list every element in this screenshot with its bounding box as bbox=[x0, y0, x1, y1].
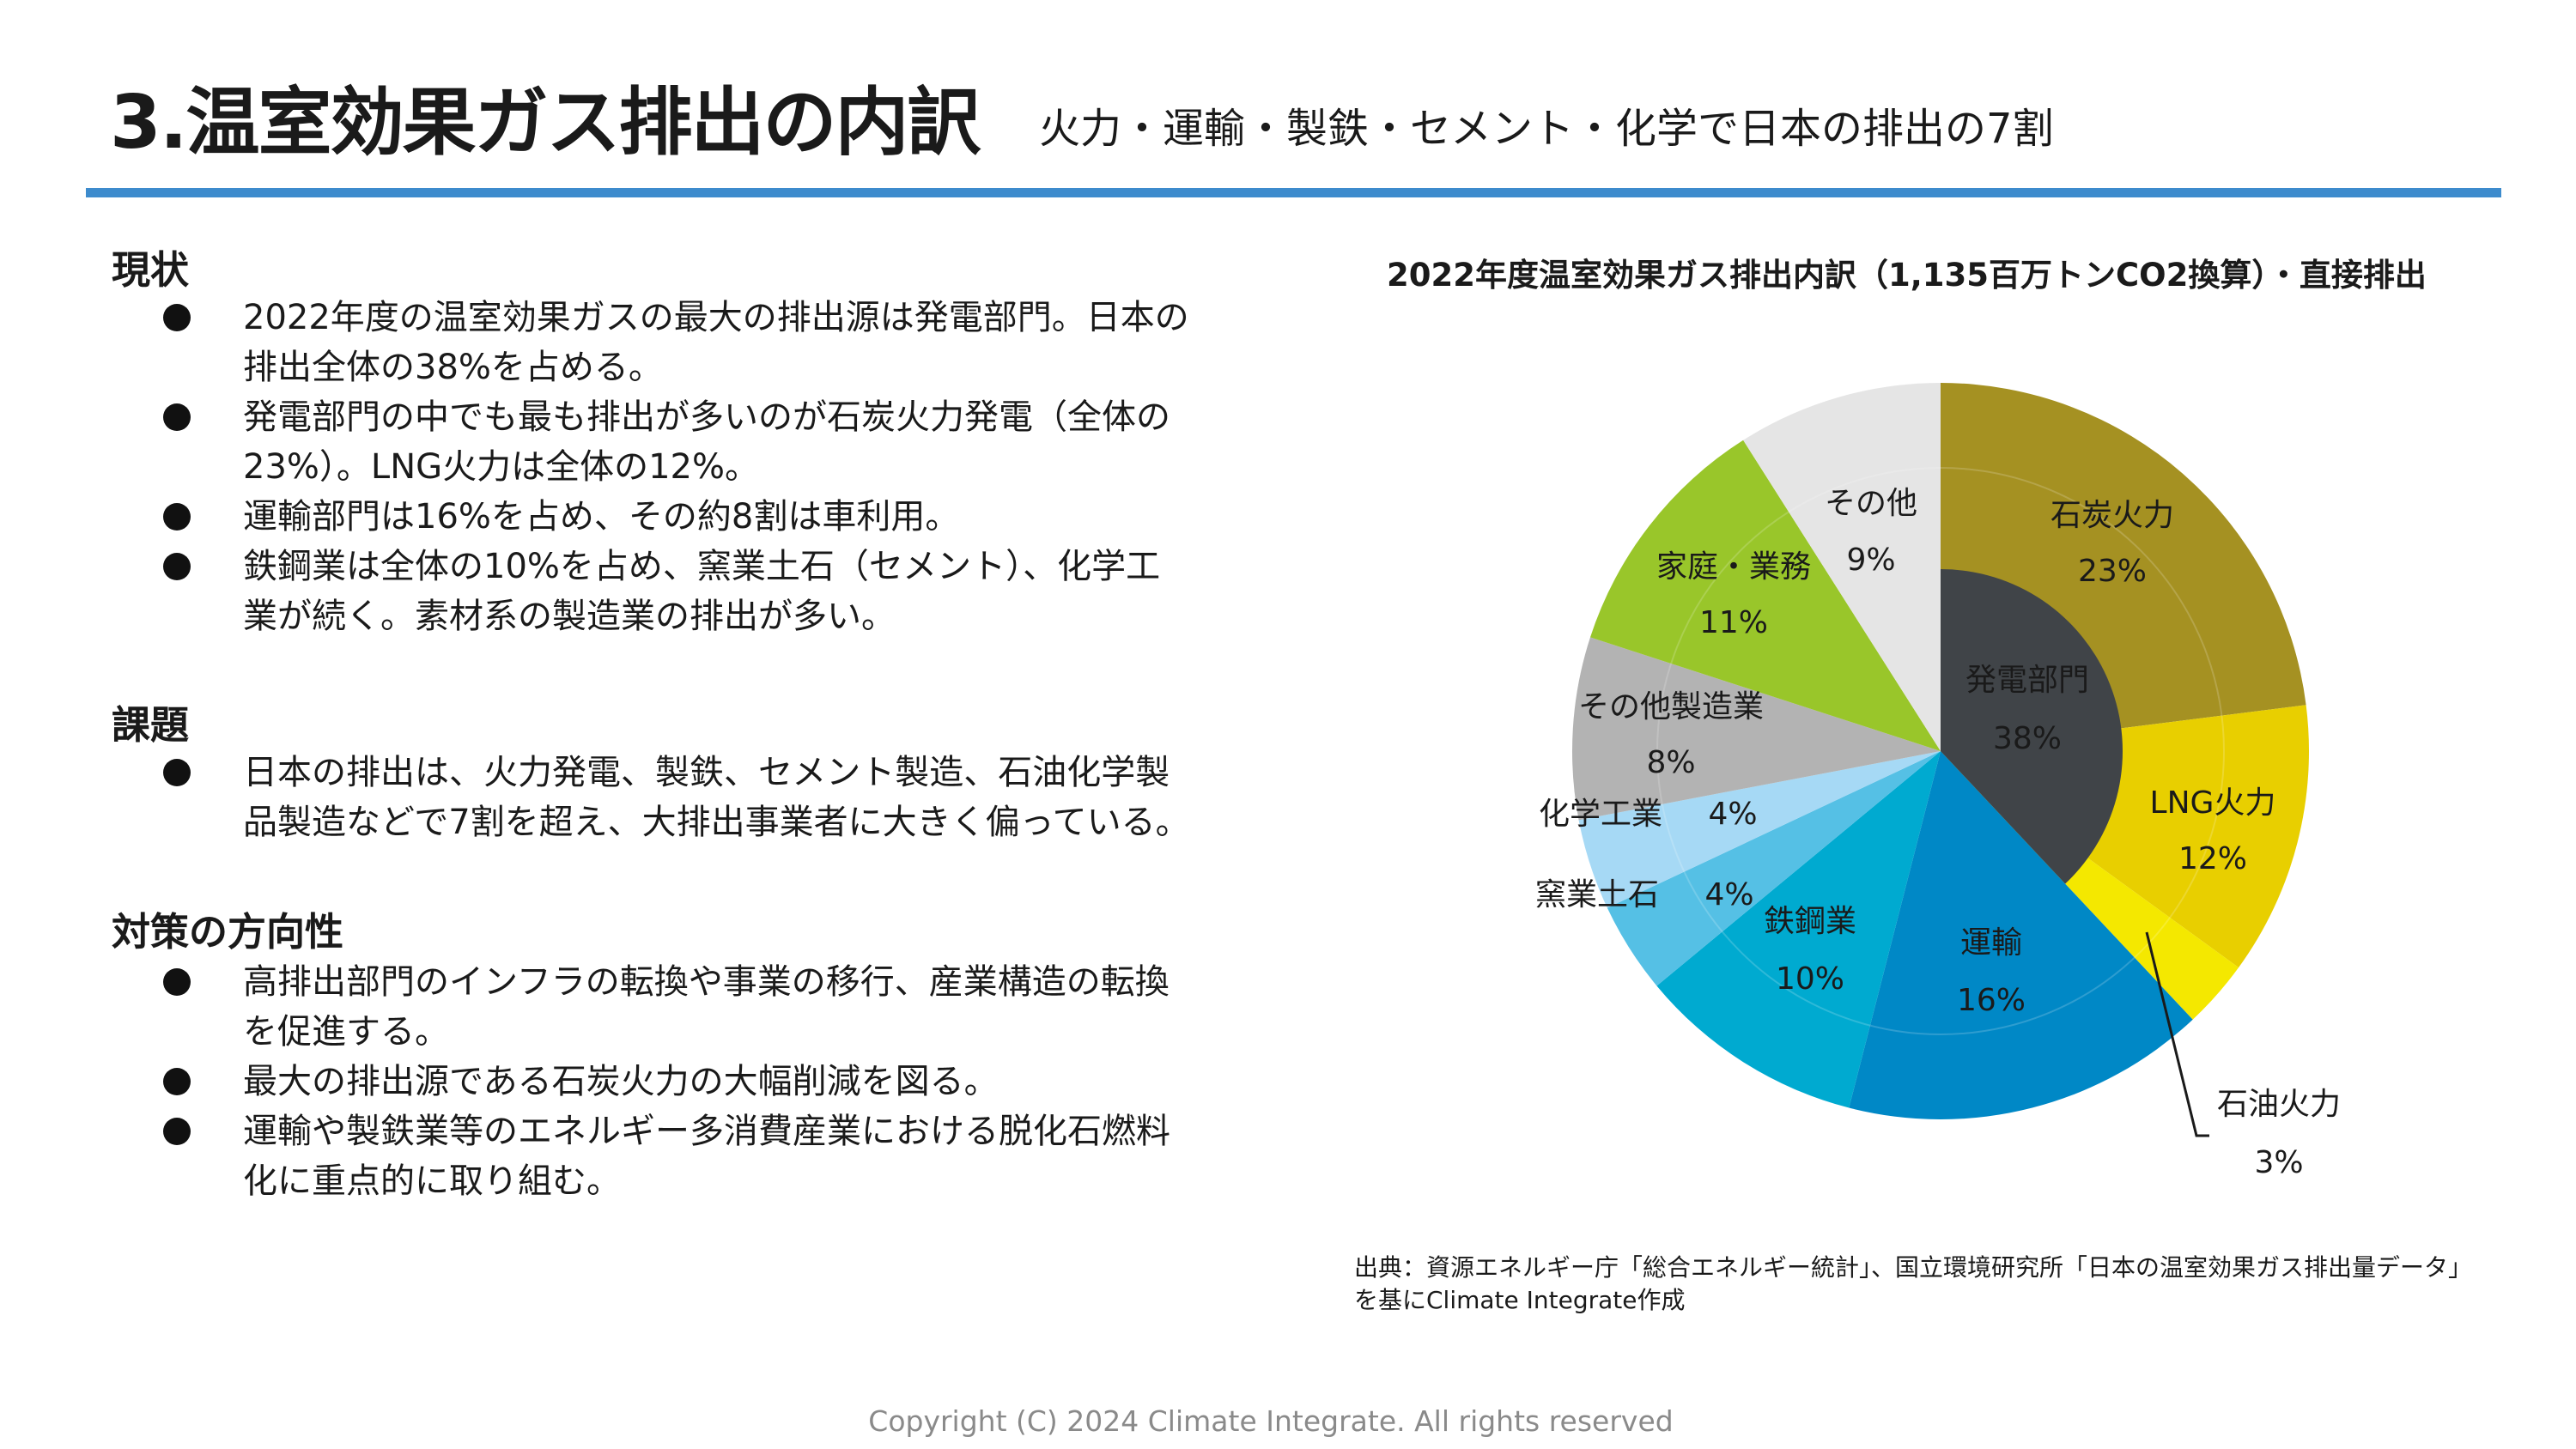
pie-slice-outer-9 bbox=[1743, 383, 1941, 751]
pie-label-value: 10% bbox=[1776, 961, 1844, 997]
title-divider bbox=[86, 188, 2501, 197]
section-heading-current: 現状 bbox=[112, 247, 190, 293]
pie-label-name: LNG火力 bbox=[2150, 785, 2276, 821]
pie-slice-outer-8 bbox=[1589, 440, 1941, 751]
bullet-text-line: 排出全体の38%を占める。 bbox=[243, 348, 663, 387]
section-bullets-issues: 日本の排出は、火力発電、製鉄、セメント製造、石油化学製 品製造などで7割を超え、大… bbox=[163, 748, 1279, 847]
pie-label-value: 3% bbox=[2254, 1145, 2303, 1180]
pie-label-name: その他 bbox=[1825, 486, 1917, 521]
section-heading-measures: 対策の方向性 bbox=[112, 909, 344, 955]
bullet-text-line: 鉄鋼業は全体の10%を占め、窯業土石（セメント）、化学工 bbox=[243, 547, 1161, 586]
pie-label-value: 12% bbox=[2178, 841, 2247, 876]
pie-slice-outer-3 bbox=[1849, 751, 2193, 1119]
pie-label-value: 16% bbox=[1957, 983, 2026, 1018]
bullet-dot-icon bbox=[163, 304, 191, 331]
pie-slice-outer-5 bbox=[1607, 751, 1941, 986]
bullet-item: 発電部門の中でも最も排出が多いのが石炭火力発電（全体の 23%）。LNG火力は全体… bbox=[163, 392, 1279, 492]
bullet-text-line: 化に重点的に取り組む。 bbox=[243, 1161, 621, 1201]
section-heading-issues: 課題 bbox=[112, 702, 190, 748]
pie-label-name: 発電部門 bbox=[1965, 663, 2089, 698]
pie-label-name: 家庭・業務 bbox=[1656, 549, 1811, 585]
pie-label-value: 38% bbox=[1993, 721, 2062, 756]
pie-label-value: 23% bbox=[2078, 554, 2147, 589]
bullet-item: 鉄鋼業は全体の10%を占め、窯業土石（セメント）、化学工 業が続く。素材系の製造業… bbox=[163, 542, 1279, 641]
section-bullets-current: 2022年度の温室効果ガスの最大の排出源は発電部門。日本の 排出全体の38%を占め… bbox=[163, 293, 1279, 641]
chart-title: 2022年度温室効果ガス排出内訳（1,135百万トンCO2換算）・直接排出 bbox=[1387, 257, 2427, 294]
pie-label-name: 化学工業 bbox=[1539, 797, 1662, 832]
bullet-dot-icon bbox=[163, 759, 191, 786]
bullet-item: 運輸や製鉄業等のエネルギー多消費産業における脱化石燃料 化に重点的に取り組む。 bbox=[163, 1106, 1279, 1206]
bullet-dot-icon bbox=[163, 403, 191, 431]
source-note: 出典：資源エネルギー庁「総合エネルギー統計」、国立環境研究所「日本の温室効果ガス… bbox=[1354, 1253, 2473, 1314]
inner-ring-guide bbox=[1656, 467, 2225, 1035]
pie-label-name: 運輸 bbox=[1960, 925, 2022, 961]
bullet-text-line: 高排出部門のインフラの転換や事業の移行、産業構造の転換 bbox=[243, 962, 1170, 1002]
bullet-item: 2022年度の温室効果ガスの最大の排出源は発電部門。日本の 排出全体の38%を占め… bbox=[163, 293, 1279, 392]
pie-label-value: 8% bbox=[1646, 745, 1695, 780]
pie-label-value: 11% bbox=[1699, 605, 1768, 640]
pie-slice-outer-4 bbox=[1656, 751, 1941, 1108]
pie-label-name: 石油火力 bbox=[2217, 1087, 2341, 1122]
bullet-text-line: 最大の排出源である石炭火力の大幅削減を図る。 bbox=[243, 1062, 999, 1101]
section-bullets-measures: 高排出部門のインフラの転換や事業の移行、産業構造の転換 を促進する。最大の排出源で… bbox=[163, 957, 1279, 1206]
pie-label-name: その他製造業 bbox=[1578, 689, 1764, 724]
pie-label-name: 窯業土石 bbox=[1535, 877, 1659, 912]
pie-label-name: 石炭火力 bbox=[2050, 498, 2174, 533]
pie-label-value: 4% bbox=[1708, 797, 1757, 832]
bullet-text-line: 業が続く。素材系の製造業の排出が多い。 bbox=[243, 597, 896, 636]
pie-slice-outer-7 bbox=[1572, 637, 1941, 821]
bullet-dot-icon bbox=[163, 503, 191, 530]
bullet-text-line: 日本の排出は、火力発電、製鉄、セメント製造、石油化学製 bbox=[243, 753, 1170, 792]
bullet-text-line: 運輸や製鉄業等のエネルギー多消費産業における脱化石燃料 bbox=[243, 1112, 1170, 1151]
bullet-item: 運輸部門は16%を占め、その約8割は車利用。 bbox=[163, 492, 1279, 542]
bullet-item: 高排出部門のインフラの転換や事業の移行、産業構造の転換 を促進する。 bbox=[163, 957, 1279, 1057]
bullet-text-line: を促進する。 bbox=[243, 1012, 449, 1052]
pie-label-value: 4% bbox=[1704, 877, 1753, 912]
bullet-dot-icon bbox=[163, 1068, 191, 1095]
leader-line-oil bbox=[2145, 931, 2209, 1137]
page-title: 3.温室効果ガス排出の内訳 bbox=[110, 80, 981, 166]
page-subtitle: 火力・運輸・製鉄・セメント・化学で日本の排出の7割 bbox=[1039, 105, 2054, 153]
bullet-text-line: 発電部門の中でも最も排出が多いのが石炭火力発電（全体の bbox=[243, 397, 1170, 437]
bullet-dot-icon bbox=[163, 553, 191, 580]
bullet-dot-icon bbox=[163, 1118, 191, 1145]
bullet-item: 最大の排出源である石炭火力の大幅削減を図る。 bbox=[163, 1057, 1279, 1106]
bullet-text-line: 運輸部門は16%を占め、その約8割は車利用。 bbox=[243, 497, 960, 537]
pie-slice-inner-power bbox=[1941, 569, 2123, 884]
pie-slice-outer-6 bbox=[1578, 751, 1941, 908]
bullet-text-line: 23%）。LNG火力は全体の12%。 bbox=[243, 447, 760, 487]
bullet-text-line: 品製造などで7割を超え、大排出事業者に大きく偏っている。 bbox=[243, 803, 1190, 842]
copyright: Copyright (C) 2024 Climate Integrate. Al… bbox=[868, 1404, 1674, 1438]
pie-label-value: 9% bbox=[1846, 543, 1895, 578]
bullet-dot-icon bbox=[163, 968, 191, 996]
pie-label-name: 鉄鋼業 bbox=[1764, 904, 1856, 939]
bullet-text-line: 2022年度の温室効果ガスの最大の排出源は発電部門。日本の bbox=[243, 298, 1189, 337]
bullet-item: 日本の排出は、火力発電、製鉄、セメント製造、石油化学製 品製造などで7割を超え、大… bbox=[163, 748, 1279, 847]
